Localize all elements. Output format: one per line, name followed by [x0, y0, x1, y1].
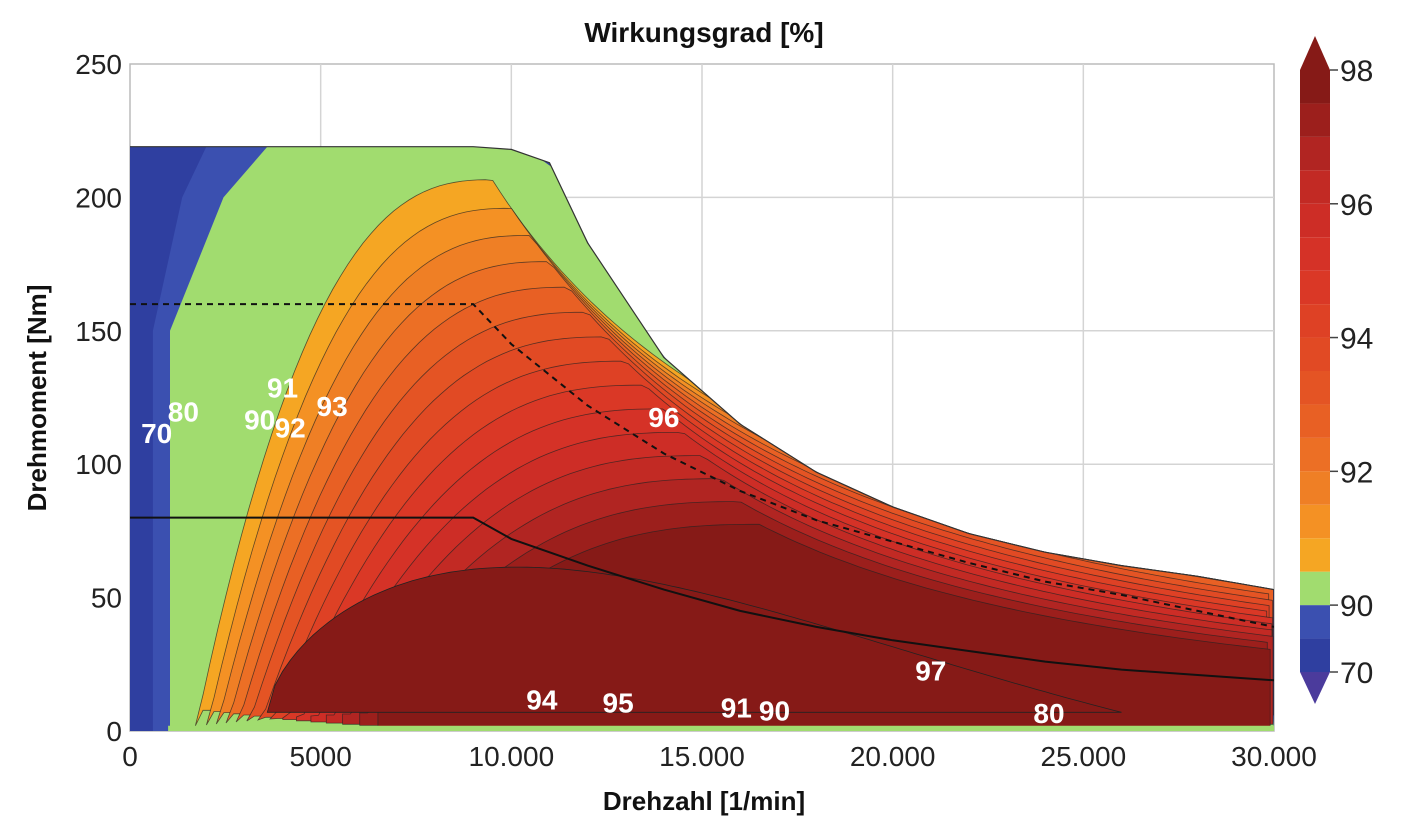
colorbar-segment [1300, 237, 1330, 271]
colorbar-tick-label: 98 [1340, 55, 1373, 88]
colorbar-tick-label: 70 [1340, 657, 1373, 690]
colorbar-segment [1300, 571, 1330, 606]
y-tick-label: 100 [75, 449, 122, 480]
solid-limit-curve [130, 516, 1274, 682]
contour-label: 97 [915, 655, 946, 686]
x-tick-label: 30.000 [1231, 741, 1317, 772]
colorbar-segment [1300, 371, 1330, 405]
x-tick-label: 10.000 [469, 741, 555, 772]
x-tick-label: 20.000 [850, 741, 936, 772]
x-tick-label: 25.000 [1041, 741, 1127, 772]
colorbar-segment [1300, 136, 1330, 171]
y-tick-label: 0 [106, 716, 122, 747]
chart-title: Wirkungsgrad [%] [584, 17, 823, 48]
colorbar-segment [1300, 337, 1330, 371]
contour-label: 80 [1033, 698, 1064, 729]
x-tick-label: 5000 [290, 741, 352, 772]
colorbar-max-arrow [1300, 36, 1330, 70]
colorbar: 70 90 92 94 96 98 [1300, 36, 1373, 704]
colorbar-segment [1300, 170, 1330, 204]
dashed-limit-curve [130, 303, 1274, 628]
x-tick-label: 15.000 [659, 741, 745, 772]
contour-label: 95 [603, 687, 634, 718]
region-band [266, 566, 1122, 713]
y-axis-ticks: 0 50 100 150 200 250 [75, 49, 122, 747]
colorbar-segment [1300, 605, 1330, 639]
y-tick-label: 50 [91, 583, 122, 614]
y-tick-label: 200 [75, 182, 122, 213]
efficiency-regions [130, 146, 1274, 731]
contour-label: 91 [267, 373, 298, 404]
y-axis-label: Drehmoment [Nm] [22, 285, 52, 512]
colorbar-segment [1300, 70, 1330, 104]
contour-label: 92 [275, 413, 306, 444]
x-tick-label: 0 [122, 741, 138, 772]
colorbar-tick-label: 90 [1340, 590, 1373, 623]
contour-label: 80 [168, 397, 199, 428]
contour-label: 90 [244, 405, 275, 436]
colorbar-segment [1300, 203, 1330, 238]
contour-label: 94 [526, 685, 558, 716]
contour-label: 91 [721, 693, 752, 724]
colorbar-segment [1300, 471, 1330, 505]
colorbar-segment [1300, 404, 1330, 438]
x-axis-label: Drehzahl [1/min] [603, 786, 805, 816]
operating-limit-curves [130, 303, 1274, 682]
colorbar-tick-label: 92 [1340, 456, 1373, 489]
colorbar-segment [1300, 638, 1330, 672]
colorbar-segment [1300, 437, 1330, 472]
colorbar-segment [1300, 270, 1330, 305]
colorbar-segment [1300, 504, 1330, 539]
y-tick-label: 150 [75, 316, 122, 347]
contour-label: 70 [141, 418, 172, 449]
colorbar-segment [1300, 304, 1330, 338]
colorbar-segment [1300, 103, 1330, 137]
contour-label: 93 [317, 391, 348, 422]
full-load-envelope [130, 146, 1274, 591]
x-axis-ticks: 0 5000 10.000 15.000 20.000 25.000 30.000 [122, 741, 1317, 772]
contour-label: 90 [759, 695, 790, 726]
colorbar-tick-label: 94 [1340, 323, 1373, 356]
colorbar-min-arrow [1300, 672, 1330, 704]
colorbar-tick-label: 96 [1340, 189, 1373, 222]
contour-label: 96 [648, 402, 679, 433]
colorbar-segment [1300, 538, 1330, 572]
region-band [168, 725, 1274, 731]
y-tick-label: 250 [75, 49, 122, 80]
